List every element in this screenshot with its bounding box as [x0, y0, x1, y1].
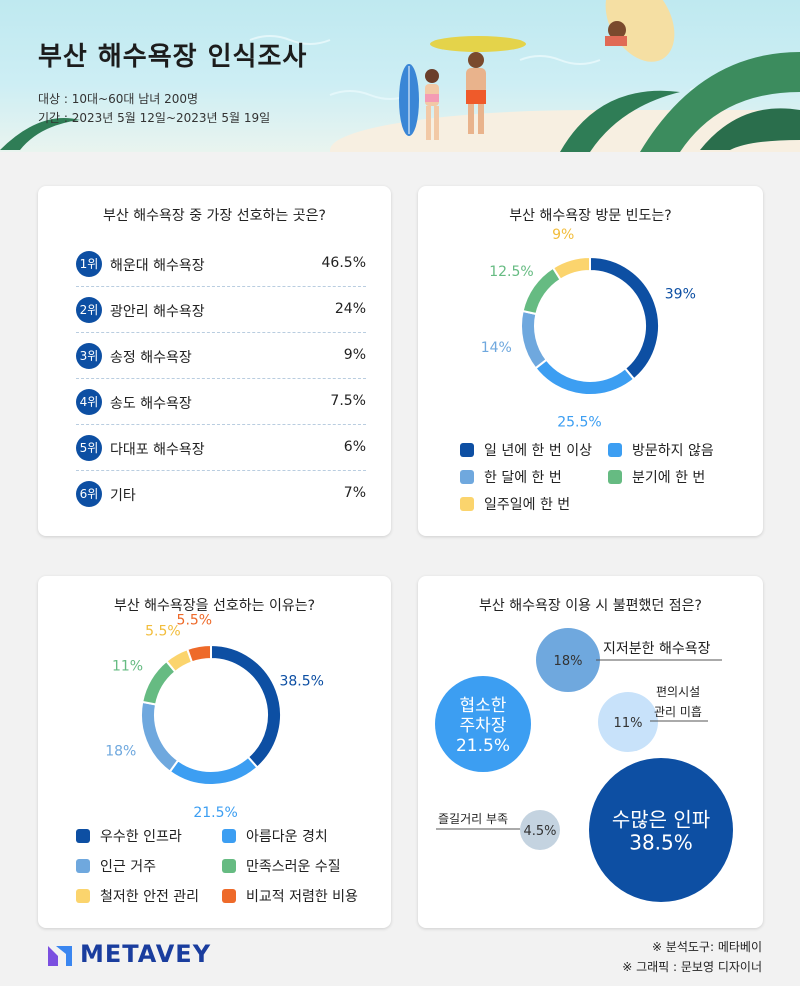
- legend-swatch: [76, 889, 90, 903]
- rank-badge: 1위: [76, 251, 102, 277]
- beach-illustration: [0, 0, 800, 152]
- legend-item: 분기에 한 번: [608, 467, 705, 487]
- table-row: 6위 기타 7%: [76, 471, 366, 517]
- page-title: 부산 해수욕장 인식조사: [38, 42, 308, 72]
- analysis-tool-note: ※ 분석도구: 메타베이: [651, 940, 762, 954]
- legend-label: 만족스러운 수질: [246, 859, 341, 875]
- table-row: 2위 광안리 해수욕장 24%: [76, 287, 366, 333]
- legend-label: 비교적 저렴한 비용: [246, 889, 358, 905]
- rank-badge: 3위: [76, 343, 102, 369]
- rank-badge: 2위: [76, 297, 102, 323]
- header-banner: 부산 해수욕장 인식조사 대상 : 10대~60대 남녀 200명 기간 : 2…: [0, 0, 800, 152]
- legend-swatch: [608, 443, 622, 457]
- graphic-credit-note: ※ 그래픽 : 문보영 디자이너: [622, 960, 762, 974]
- legend-item: 철저한 안전 관리: [76, 886, 199, 906]
- legend-label: 우수한 인프라: [100, 829, 182, 845]
- beach-name: 다대포 해수욕장: [110, 442, 205, 458]
- legend-item: 만족스러운 수질: [222, 856, 341, 876]
- rank-badge: 6위: [76, 481, 102, 507]
- legend-swatch: [76, 829, 90, 843]
- table-row: 4위 송도 해수욕장 7.5%: [76, 379, 366, 425]
- legend-swatch: [222, 829, 236, 843]
- survey-period: 기간 : 2023년 5월 12일~2023년 5월 19일: [38, 111, 271, 125]
- beach-percentage: 6%: [343, 439, 366, 455]
- legend-item: 일 년에 한 번 이상: [460, 440, 592, 460]
- metavey-logo-icon: [48, 946, 72, 966]
- legend-label: 철저한 안전 관리: [100, 889, 200, 905]
- legend-label: 방문하지 않음: [632, 443, 714, 459]
- legend-swatch: [222, 889, 236, 903]
- beach-name: 송도 해수욕장: [110, 396, 192, 412]
- legend-swatch: [608, 470, 622, 484]
- legend-label: 분기에 한 번: [632, 470, 706, 486]
- beach-name: 광안리 해수욕장: [110, 304, 205, 320]
- card-title: 부산 해수욕장 중 가장 선호하는 곳은?: [103, 208, 326, 224]
- legend-item: 아름다운 경치: [222, 826, 328, 846]
- legend-label: 일 년에 한 번 이상: [484, 443, 592, 459]
- legend-swatch: [460, 497, 474, 511]
- beach-percentage: 9%: [343, 347, 366, 363]
- legend-item: 한 달에 한 번: [460, 467, 562, 487]
- rank-badge: 4위: [76, 389, 102, 415]
- legend-item: 비교적 저렴한 비용: [222, 886, 358, 906]
- beach-name: 송정 해수욕장: [110, 350, 192, 366]
- beach-percentage: 46.5%: [321, 255, 366, 271]
- card-title: 부산 해수욕장 방문 빈도는?: [509, 208, 672, 224]
- beach-percentage: 7.5%: [330, 393, 366, 409]
- legend-label: 한 달에 한 번: [484, 470, 562, 486]
- table-row: 3위 송정 해수욕장 9%: [76, 333, 366, 379]
- beach-percentage: 24%: [334, 301, 366, 317]
- rank-badge: 5위: [76, 435, 102, 461]
- survey-target: 대상 : 10대~60대 남녀 200명: [38, 92, 199, 106]
- inconvenience-card: 부산 해수욕장 이용 시 불편했던 점은?: [418, 576, 763, 928]
- table-row: 5위 다대포 해수욕장 6%: [76, 425, 366, 471]
- card-title: 부산 해수욕장 이용 시 불편했던 점은?: [479, 598, 702, 614]
- metavey-logo: METAVEY: [80, 940, 212, 968]
- legend-swatch: [76, 859, 90, 873]
- beach-percentage: 7%: [343, 485, 366, 501]
- beach-name: 기타: [110, 488, 136, 504]
- legend-label: 인근 거주: [100, 859, 156, 875]
- card-title: 부산 해수욕장을 선호하는 이유는?: [113, 598, 316, 614]
- beach-name: 해운대 해수욕장: [110, 258, 205, 274]
- legend-swatch: [460, 470, 474, 484]
- table-row: 1위 해운대 해수욕장 46.5%: [76, 241, 366, 287]
- legend-item: 일주일에 한 번: [460, 494, 570, 514]
- legend-item: 우수한 인프라: [76, 826, 182, 846]
- legend-swatch: [222, 859, 236, 873]
- legend-item: 방문하지 않음: [608, 440, 714, 460]
- legend-item: 인근 거주: [76, 856, 156, 876]
- legend-label: 아름다운 경치: [246, 829, 328, 845]
- legend-swatch: [460, 443, 474, 457]
- legend-label: 일주일에 한 번: [484, 497, 571, 513]
